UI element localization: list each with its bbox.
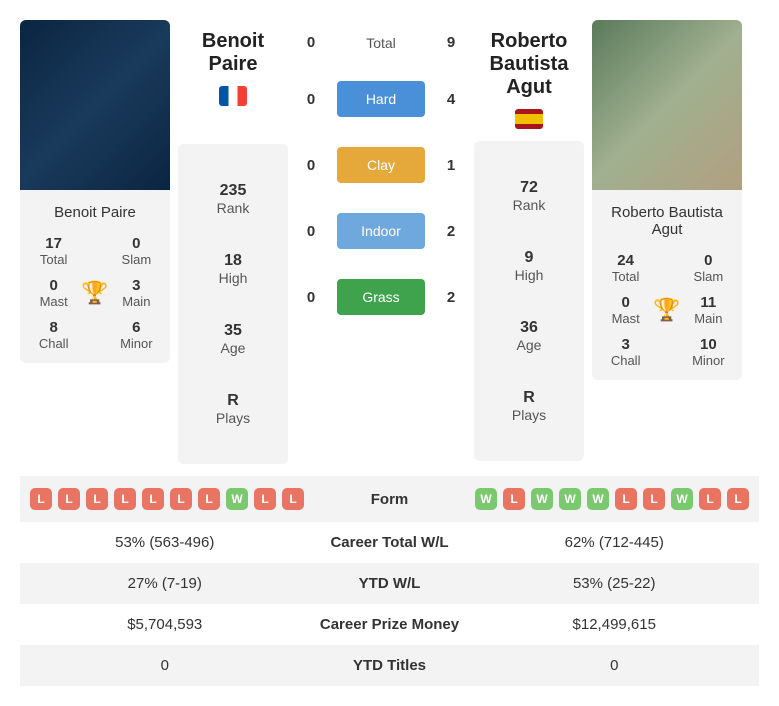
p2-total: 24 Total [600,252,651,284]
form-badge-L[interactable]: L [503,488,525,510]
surface-indoor-badge[interactable]: Indoor [337,213,425,249]
surface-grass-badge[interactable]: Grass [337,279,425,315]
p1-plays: R Plays [186,392,280,426]
h2h-clay: 0 Clay 1 [296,147,466,183]
p2-slam: 0 Slam [683,252,734,284]
h2h-indoor: 0 Indoor 2 [296,213,466,249]
p2-age: 36 Age [482,319,576,353]
player1-titles-grid: 17 Total 0 Slam 0 Mast 🏆 3 Main 8 Chall [20,235,170,363]
h2h-total: 0 Total 9 [296,34,466,51]
player1-info-col: Benoit Paire 235 Rank 18 High 35 Age R P… [178,20,288,464]
france-flag-icon [219,86,247,106]
form-badge-L[interactable]: L [699,488,721,510]
p1-high: 18 High [186,252,280,286]
ytd-titles-row: 0 YTD Titles 0 [20,645,759,686]
form-row: LLLLLLLWLL Form WLWWWLLWLL [20,476,759,522]
player2-card: Roberto Bautista Agut 24 Total 0 Slam 0 … [592,20,742,380]
form-badge-W[interactable]: W [226,488,248,510]
form-badge-L[interactable]: L [198,488,220,510]
form-badge-W[interactable]: W [475,488,497,510]
p2-plays: R Plays [482,389,576,423]
form-badge-W[interactable]: W [587,488,609,510]
player2-info-col: Roberto Bautista Agut 72 Rank 9 High 36 … [474,20,584,461]
p1-mast: 0 Mast [28,277,79,309]
form-badge-L[interactable]: L [170,488,192,510]
form-badge-L[interactable]: L [643,488,665,510]
trophy-icon: 🏆 [653,297,680,323]
player2-name-block: Roberto Bautista Agut [474,20,584,129]
prize-row: $5,704,593 Career Prize Money $12,499,61… [20,604,759,645]
p2-rank: 72 Rank [482,179,576,213]
player1-card: Benoit Paire 17 Total 0 Slam 0 Mast 🏆 3 … [20,20,170,363]
player1-photo[interactable] [20,20,170,190]
form-badge-L[interactable]: L [142,488,164,510]
comparison-top-row: Benoit Paire 17 Total 0 Slam 0 Mast 🏆 3 … [20,20,759,464]
form-badge-L[interactable]: L [254,488,276,510]
player2-form-badges: WLWWWLLWLL [475,488,749,510]
h2h-col: 0 Total 9 0 Hard 4 0 Clay 1 0 Indoor 2 0… [296,20,466,345]
player2-heading[interactable]: Roberto Bautista Agut [474,30,584,99]
surface-hard-badge[interactable]: Hard [337,81,425,117]
player2-rank-box: 72 Rank 9 High 36 Age R Plays [474,141,584,461]
p1-chall: 8 Chall [28,319,79,351]
player1-heading[interactable]: Benoit Paire [178,30,288,76]
p1-total: 17 Total [28,235,79,267]
form-badge-L[interactable]: L [727,488,749,510]
surface-clay-badge[interactable]: Clay [337,147,425,183]
player2-name[interactable]: Roberto Bautista Agut [592,190,742,252]
form-badge-L[interactable]: L [30,488,52,510]
form-badge-L[interactable]: L [86,488,108,510]
form-badge-W[interactable]: W [531,488,553,510]
p1-rank: 235 Rank [186,182,280,216]
p2-mast: 0 Mast [600,294,651,326]
player2-photo[interactable] [592,20,742,190]
form-badge-L[interactable]: L [58,488,80,510]
p2-high: 9 High [482,249,576,283]
h2h-grass: 0 Grass 2 [296,279,466,315]
form-badge-W[interactable]: W [671,488,693,510]
career-wl-row: 53% (563-496) Career Total W/L 62% (712-… [20,522,759,563]
player1-form-badges: LLLLLLLWLL [30,488,304,510]
trophy-icon: 🏆 [81,280,108,306]
p2-minor: 10 Minor [683,336,734,368]
player2-titles-grid: 24 Total 0 Slam 0 Mast 🏆 11 Main 3 Chall [592,252,742,380]
player1-name[interactable]: Benoit Paire [20,190,170,235]
h2h-hard: 0 Hard 4 [296,81,466,117]
p1-slam: 0 Slam [111,235,162,267]
player1-rank-box: 235 Rank 18 High 35 Age R Plays [178,144,288,464]
form-badge-L[interactable]: L [114,488,136,510]
player1-name-block: Benoit Paire [178,20,288,106]
p2-chall: 3 Chall [600,336,651,368]
spain-flag-icon [515,109,543,129]
form-badge-W[interactable]: W [559,488,581,510]
p1-minor: 6 Minor [111,319,162,351]
form-label: Form [304,491,475,508]
form-badge-L[interactable]: L [282,488,304,510]
p2-main: 11 Main [683,294,734,326]
ytd-wl-row: 27% (7-19) YTD W/L 53% (25-22) [20,563,759,604]
form-badge-L[interactable]: L [615,488,637,510]
p1-main: 3 Main [111,277,162,309]
comparison-table: LLLLLLLWLL Form WLWWWLLWLL 53% (563-496)… [20,476,759,686]
p1-age: 35 Age [186,322,280,356]
